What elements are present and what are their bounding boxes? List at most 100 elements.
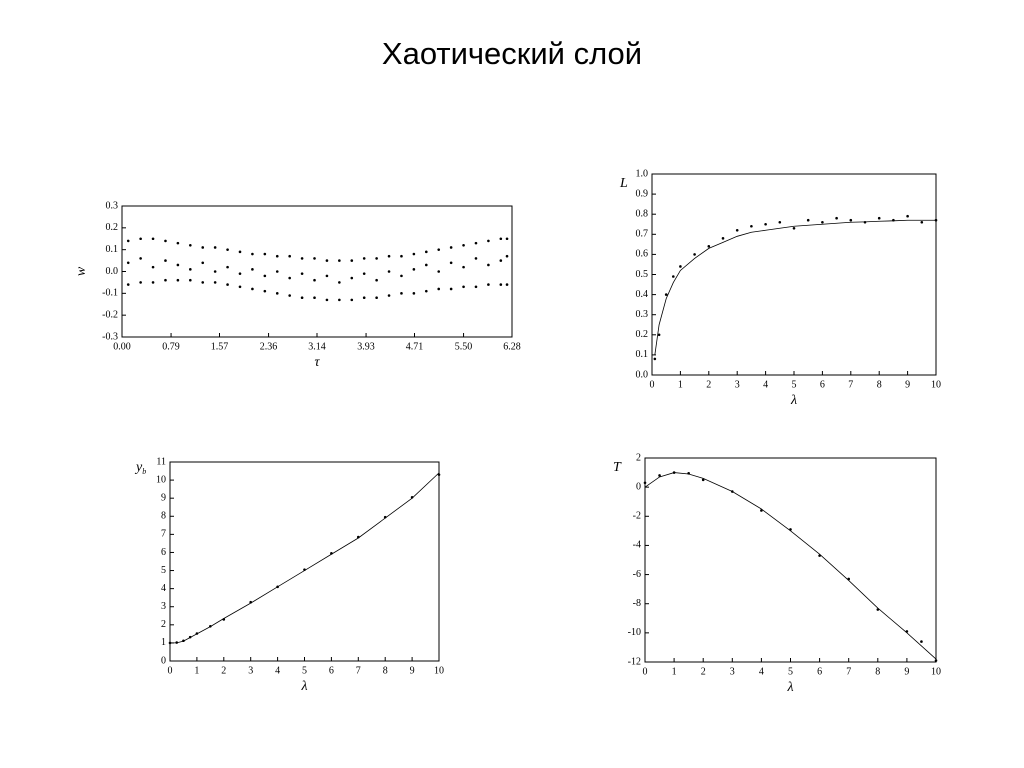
x-tick-label: 1: [194, 665, 199, 676]
slide-title: Хаотический слой: [382, 36, 642, 71]
point: [487, 283, 490, 286]
point: [707, 245, 711, 248]
point: [449, 261, 453, 265]
x-tick-label: 3.14: [308, 341, 326, 352]
x-tick-label: 8: [383, 665, 388, 676]
x-tick-label: 1.57: [211, 341, 229, 352]
y-tick-label: -0.1: [102, 288, 118, 299]
y-tick-label: -10: [628, 627, 641, 638]
point: [474, 241, 478, 245]
point: [325, 298, 329, 302]
point: [474, 285, 478, 289]
point: [288, 294, 291, 297]
x-tick-label: 5: [792, 379, 797, 390]
y-tick-label: -6: [633, 569, 641, 580]
point: [313, 278, 316, 282]
x-tick-label: 1: [678, 379, 683, 390]
y-axis-label: yb: [134, 460, 146, 476]
point: [387, 294, 391, 297]
point: [375, 296, 378, 300]
point: [437, 248, 441, 251]
point: [226, 283, 229, 286]
x-tick-label: 3: [730, 666, 735, 677]
point: [195, 632, 199, 635]
y-tick-label: 0.4: [636, 289, 649, 300]
point: [462, 244, 465, 247]
point: [778, 220, 782, 224]
y-tick-label: 0.2: [636, 329, 649, 340]
x-tick-label: 1: [672, 666, 677, 677]
point: [818, 554, 821, 557]
point: [325, 259, 329, 262]
point: [276, 585, 279, 589]
point: [847, 577, 850, 581]
point: [151, 237, 155, 241]
x-tick-label: 4: [275, 665, 280, 676]
point: [357, 535, 360, 539]
point: [288, 254, 291, 258]
point: [151, 265, 155, 269]
point: [905, 630, 909, 633]
y-tick-label: 1.0: [636, 168, 649, 179]
y-tick-label: 0: [636, 481, 641, 492]
y-tick-label: 0.0: [636, 369, 649, 380]
point: [275, 270, 279, 273]
x-tick-label: 10: [931, 379, 941, 390]
point: [350, 298, 354, 302]
y-tick-label: 0.2: [106, 222, 119, 233]
point: [474, 257, 478, 260]
point: [701, 478, 705, 482]
point: [168, 641, 172, 645]
point: [375, 257, 378, 260]
point: [338, 259, 341, 262]
y-tick-label: 8: [161, 511, 166, 522]
point: [693, 253, 696, 256]
point: [735, 228, 739, 232]
point: [251, 252, 254, 256]
y-tick-label: -12: [628, 656, 641, 667]
point: [657, 333, 661, 337]
point: [139, 257, 142, 260]
point: [487, 263, 490, 267]
point: [126, 283, 130, 286]
x-axis-label: λ: [790, 393, 797, 408]
point: [410, 495, 414, 499]
point: [906, 214, 909, 218]
x-tick-label: 7: [848, 379, 853, 390]
y-tick-label: 6: [161, 547, 166, 558]
point: [721, 237, 725, 240]
y-tick-label: -0.2: [102, 309, 118, 320]
point: [189, 244, 192, 247]
x-tick-label: 0.79: [162, 341, 180, 352]
point: [300, 272, 304, 275]
point: [750, 224, 753, 228]
point: [238, 250, 242, 254]
x-tick-label: 3: [735, 379, 740, 390]
x-tick-label: 9: [410, 665, 415, 676]
point: [300, 296, 304, 300]
point: [139, 281, 142, 284]
point: [643, 481, 647, 485]
point: [806, 218, 810, 222]
y-tick-label: 7: [161, 529, 166, 540]
y-tick-label: 9: [161, 492, 166, 503]
point: [226, 248, 229, 251]
y-tick-label: -0.3: [102, 331, 118, 342]
point: [505, 283, 509, 286]
y-axis-label: w: [74, 266, 89, 276]
point: [424, 250, 428, 254]
point: [387, 254, 391, 258]
y-axis-label: T: [613, 460, 622, 475]
point: [849, 218, 853, 222]
point: [387, 270, 391, 273]
x-tick-label: 7: [846, 666, 851, 677]
point: [263, 252, 267, 256]
point: [835, 216, 838, 220]
point: [350, 259, 354, 262]
point: [182, 639, 185, 643]
x-tick-label: 6: [329, 665, 334, 676]
x-axis-label: λ: [300, 679, 307, 694]
point: [313, 257, 316, 260]
point: [189, 278, 192, 282]
x-axis-label: λ: [786, 680, 793, 695]
